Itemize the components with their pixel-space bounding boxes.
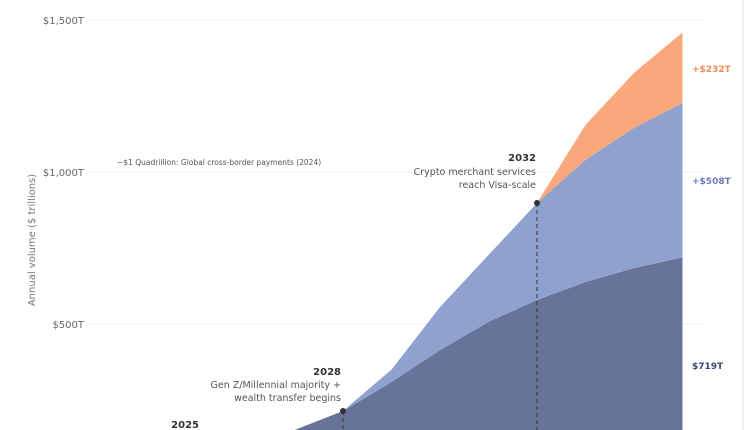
end-label-top: +$232T bbox=[692, 65, 732, 75]
annotation-year-2028: 2028 bbox=[313, 367, 341, 378]
annotation-point bbox=[534, 200, 540, 207]
y-tick-label: $1,500T bbox=[43, 16, 85, 27]
end-label-base: $719T bbox=[692, 362, 724, 372]
annotation-year-2032: 2032 bbox=[508, 153, 536, 164]
y-tick-label: $1,000T bbox=[43, 168, 85, 179]
annotation-year-2025: 2025 bbox=[171, 420, 199, 430]
y-axis-label: Annual volume ($ trillions) bbox=[27, 174, 38, 306]
end-label-middle: +$508T bbox=[692, 177, 732, 187]
area-series-1 bbox=[197, 102, 683, 430]
annotation-text: reach Visa-scale bbox=[459, 180, 536, 191]
reference-note: ~$1 Quadrillion: Global cross-border pay… bbox=[117, 158, 321, 167]
annotation-text: Crypto merchant services bbox=[414, 167, 536, 178]
annotation-text: Gen Z/Millennial majority + bbox=[211, 380, 341, 391]
y-tick-label: $500T bbox=[52, 320, 84, 331]
annotation-point bbox=[340, 407, 346, 414]
annotation-text: wealth transfer begins bbox=[234, 393, 341, 404]
area-series-0 bbox=[197, 257, 683, 430]
